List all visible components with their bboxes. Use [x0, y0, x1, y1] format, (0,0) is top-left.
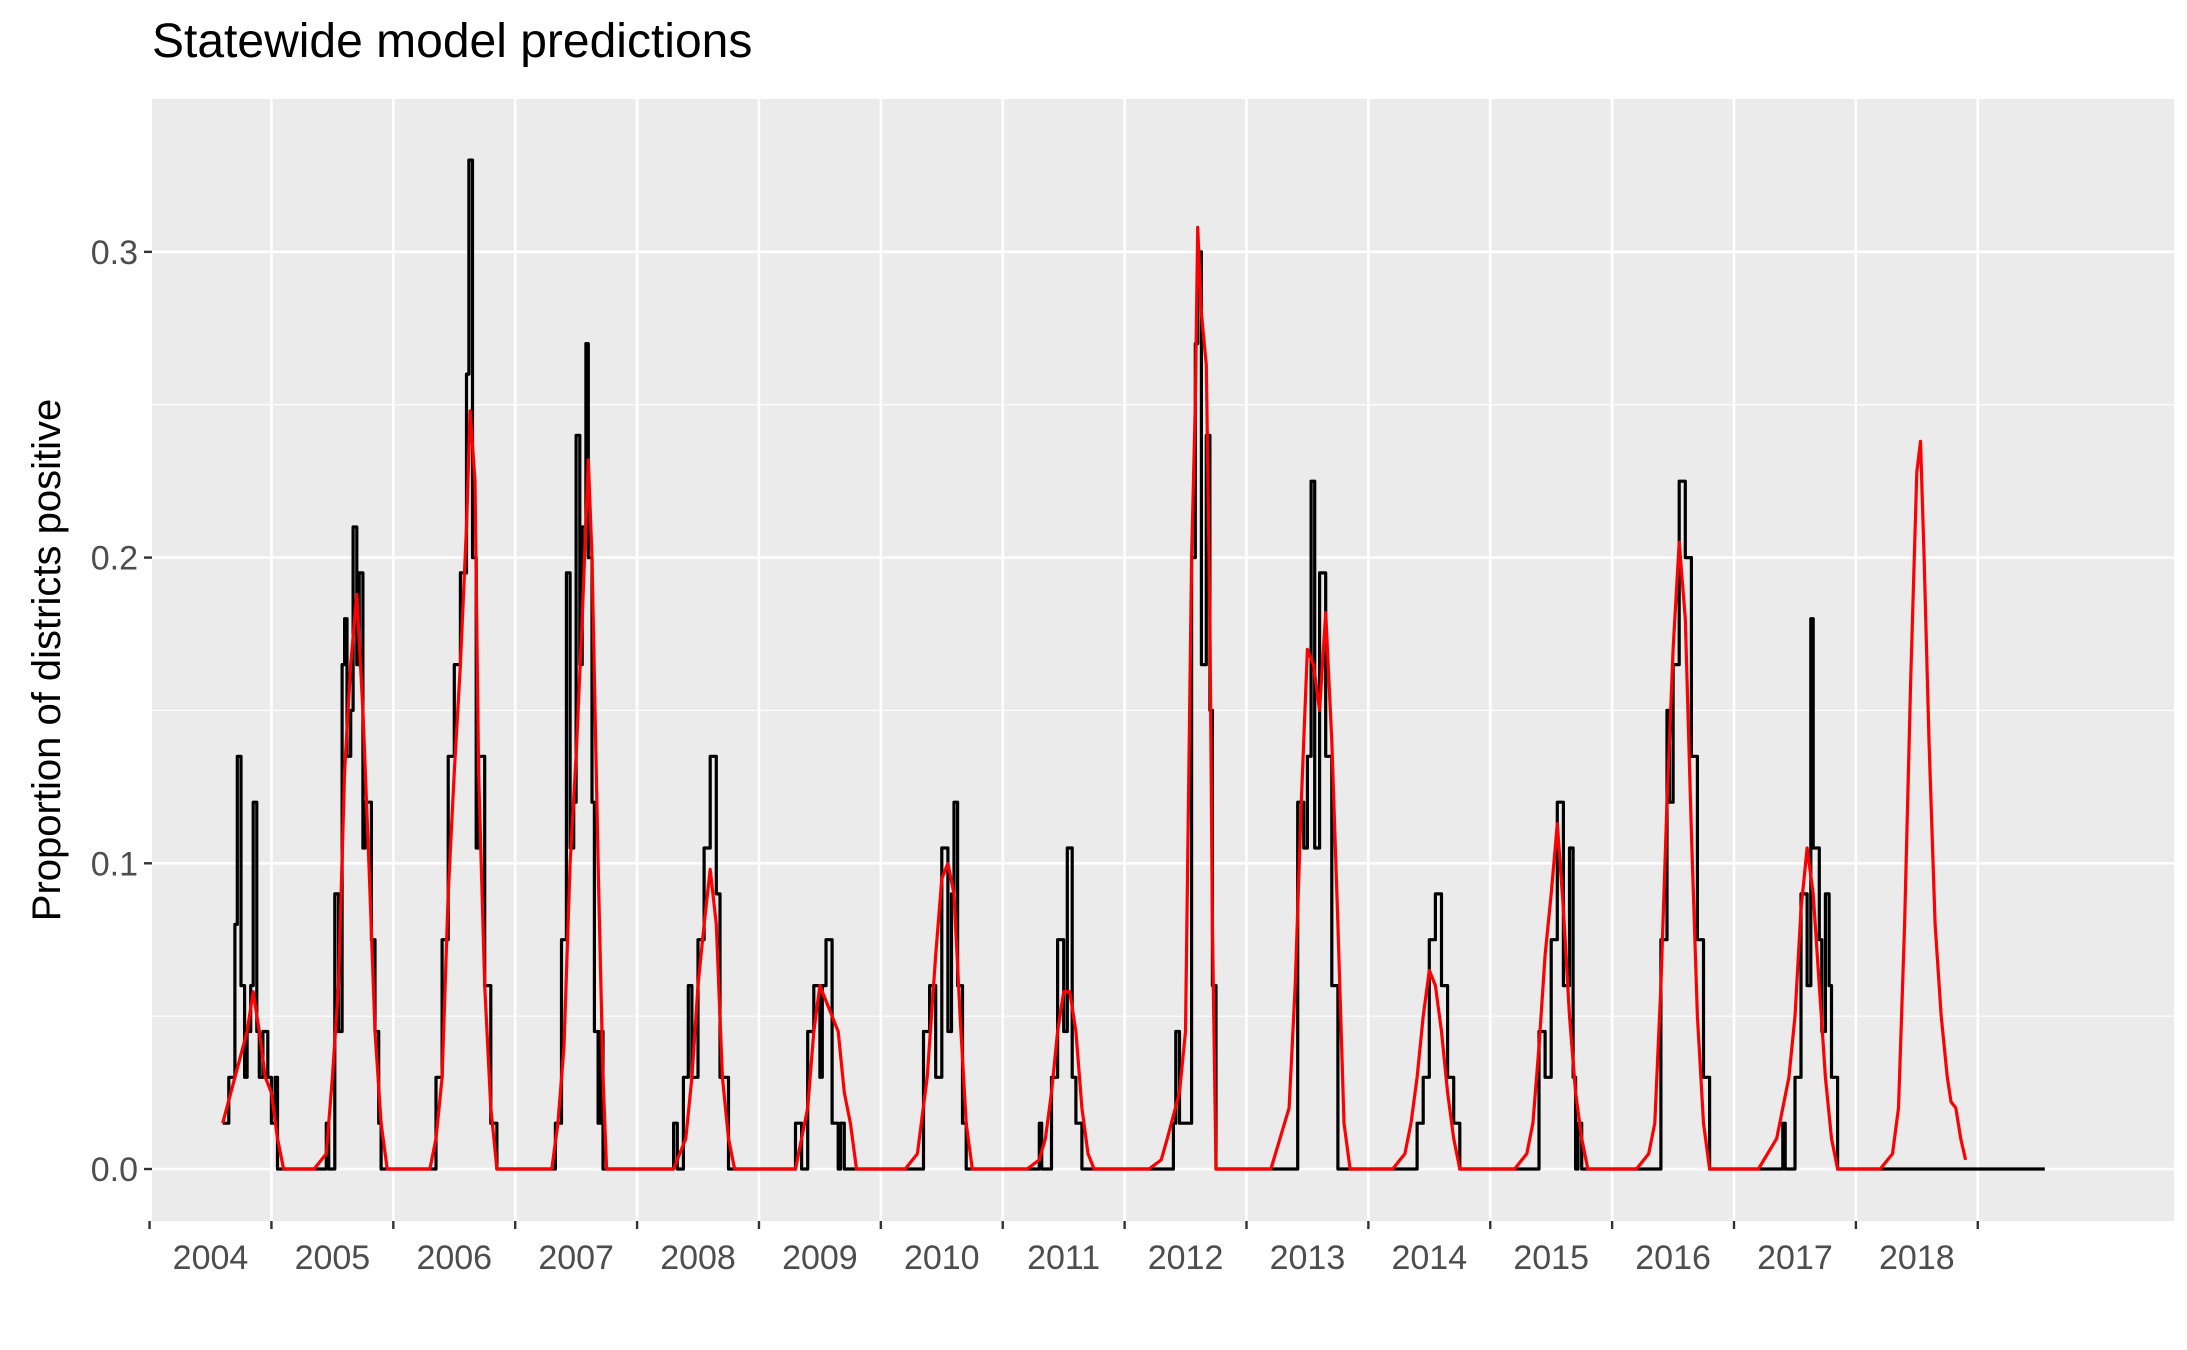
grid-lines	[148, 99, 2174, 1221]
y-tick-label: 0.0	[91, 1151, 138, 1189]
x-tick-label: 2018	[1879, 1239, 1955, 1277]
x-tick-label: 2013	[1270, 1239, 1346, 1277]
x-tick-label: 2009	[782, 1239, 858, 1277]
series-lines	[221, 158, 2045, 1171]
x-tick-label: 2011	[1027, 1239, 1100, 1277]
x-tick-label: 2008	[660, 1239, 736, 1277]
y-axis-title: Proportion of districts positive	[25, 399, 69, 921]
observed-series-line	[222, 158, 2045, 1171]
x-tick-label: 2015	[1513, 1239, 1589, 1277]
x-tick-label: 2004	[173, 1239, 249, 1277]
x-tick-label: 2012	[1148, 1239, 1224, 1277]
x-tick-label: 2010	[904, 1239, 980, 1277]
chart-title: Statewide model predictions	[152, 15, 753, 68]
y-tick-label: 0.2	[91, 540, 138, 578]
x-tick-label: 2005	[295, 1239, 371, 1277]
predicted-series-line	[221, 225, 1968, 1171]
y-tick-label: 0.1	[91, 845, 138, 883]
x-tick-label: 2017	[1757, 1239, 1833, 1277]
x-tick-label: 2007	[538, 1239, 614, 1277]
plot-panel	[152, 99, 2174, 1221]
x-tick-label: 2016	[1635, 1239, 1711, 1277]
x-tick-label: 2006	[416, 1239, 492, 1277]
axes: 0.0 0.1 0.2 0.3 2004 2005 2006 2007 2008 2009 2010…	[91, 234, 1979, 1277]
y-tick-label: 0.3	[91, 234, 138, 272]
x-tick-label: 2014	[1391, 1239, 1467, 1277]
